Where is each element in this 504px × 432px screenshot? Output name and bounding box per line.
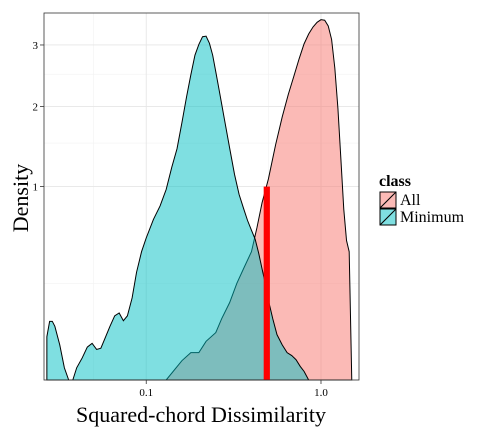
x-tick-label: 0.1 [139,387,153,399]
x-tick-label: 1.0 [314,387,328,399]
y-axis-title: Density [8,164,33,232]
legend-item-all: All [380,192,421,209]
legend-label-all: All [400,192,421,209]
annotation-layer [264,187,270,380]
y-tick-label: 3 [33,40,39,52]
highlight-bar [264,187,270,380]
legend-label-minimum: Minimum [400,209,465,226]
x-axis-title: Squared-chord Dissimilarity [76,402,326,427]
y-tick-label: 2 [33,101,39,113]
legend-title: class [379,173,411,190]
legend-item-minimum: Minimum [380,209,465,226]
y-tick-label: 1 [33,182,39,194]
